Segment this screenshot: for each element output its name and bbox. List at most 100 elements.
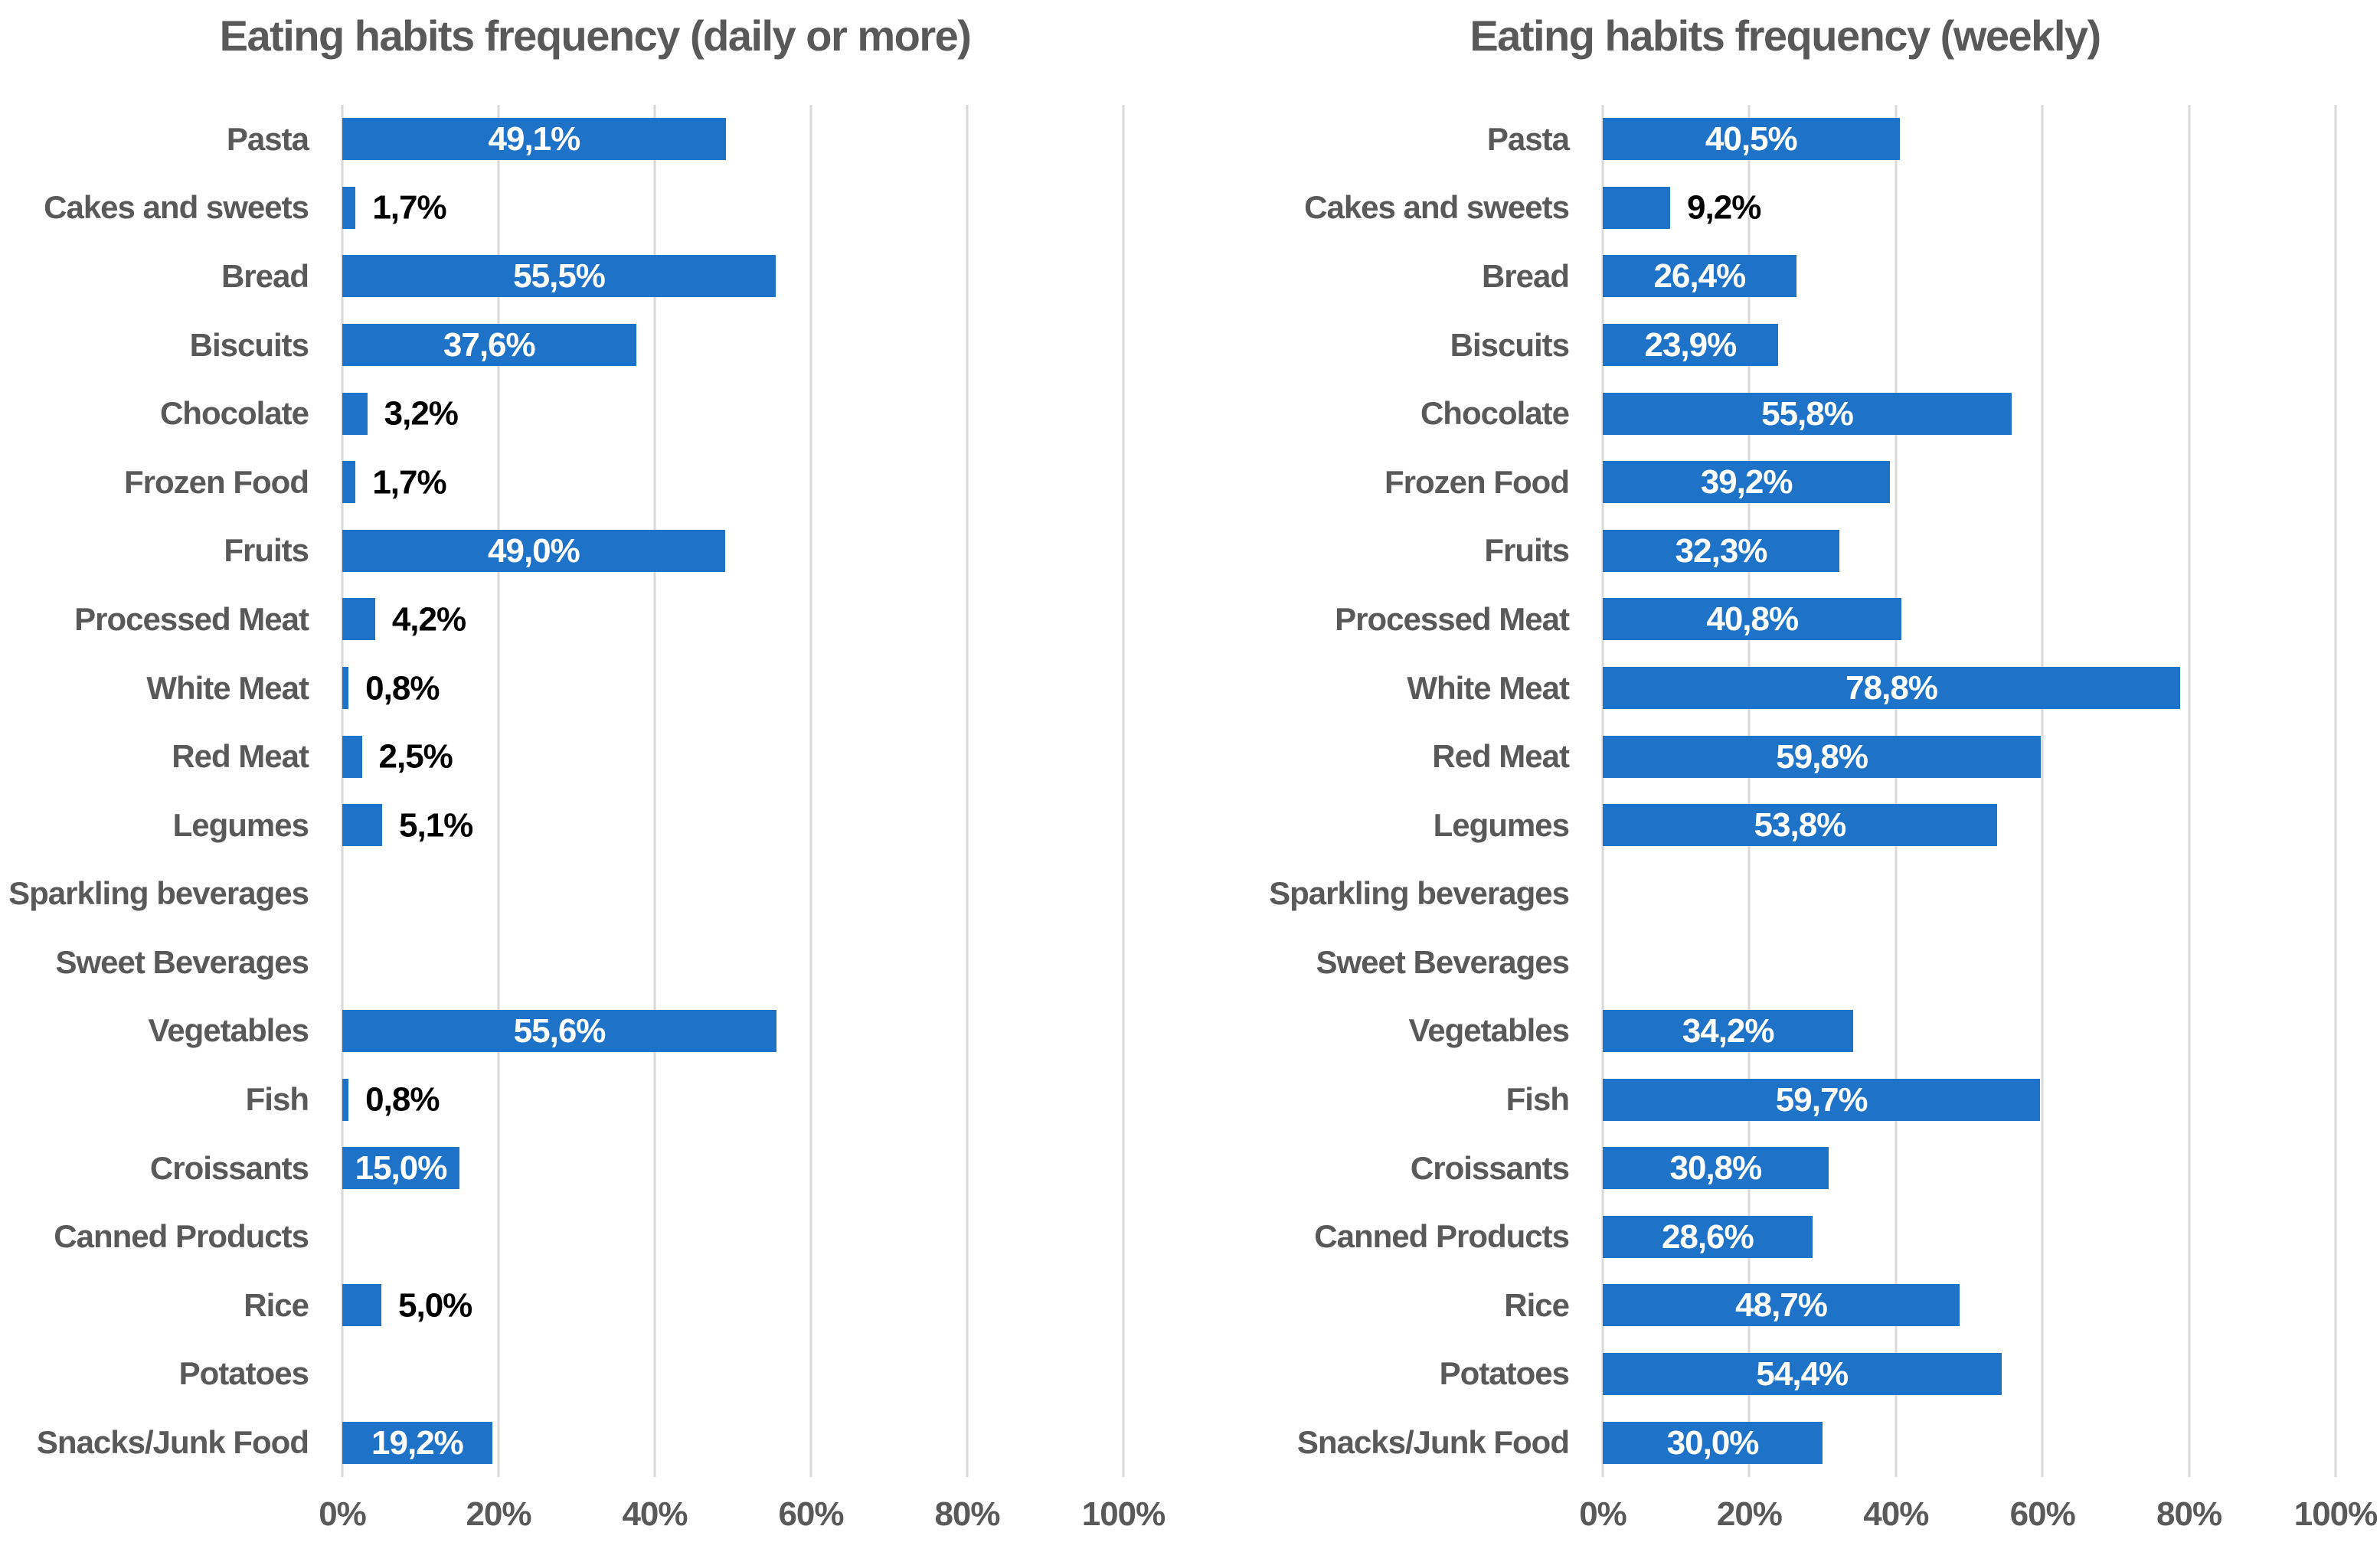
x-tick-label: 80% (934, 1495, 1000, 1533)
value-label: 59,8% (1776, 737, 1868, 776)
gridline (653, 105, 656, 1477)
bar-track: 48,7% (1603, 1271, 2336, 1340)
bar-track: 39,2% (1603, 448, 2336, 517)
x-tick-label: 0% (319, 1495, 367, 1533)
bar: 59,8% (1603, 735, 2042, 778)
bar: 55,5% (342, 255, 776, 298)
bar-row: Sparkling beverages (1190, 860, 2380, 929)
bar: 26,4% (1603, 255, 1796, 298)
bar-row: Potatoes (0, 1340, 1190, 1409)
bar: 55,8% (1603, 392, 2012, 435)
bar-row: Processed Meat 4,2% (0, 585, 1190, 654)
value-label: 39,2% (1700, 463, 1793, 502)
category-label: Potatoes (178, 1355, 309, 1392)
gridline (1601, 105, 1604, 1477)
chart-weekly: Eating habits frequency (weekly) Pasta 40… (1190, 0, 2380, 1552)
gridlines (341, 105, 1125, 1477)
bar-track: 26,4% (1603, 242, 2336, 311)
value-label: 3,2% (384, 394, 459, 433)
bar (342, 1284, 381, 1327)
value-label: 19,2% (371, 1423, 464, 1462)
value-label: 4,2% (391, 600, 466, 639)
bar-track: 9,2% (1603, 174, 2336, 243)
plot-area: Pasta 49,1% Cakes and sweets 1,7% Bread 55,5%… (0, 105, 1190, 1552)
value-label: 40,8% (1706, 600, 1799, 639)
bar: 37,6% (342, 324, 636, 367)
bar: 30,0% (1603, 1421, 1823, 1464)
category-label: Fish (1505, 1081, 1570, 1118)
category-label: White Meat (146, 669, 309, 706)
bar-track: 53,8% (1603, 791, 2336, 860)
bar-row: Bread 55,5% (0, 242, 1190, 311)
bar-row: Cakes and sweets 9,2% (1190, 174, 2380, 243)
gridlines (1601, 105, 2337, 1477)
bar-track: 23,9% (1603, 311, 2336, 380)
bar-track: 28,6% (1603, 1203, 2336, 1272)
x-axis: 0% 20% 40% 60% 80% 100% (1579, 1477, 2378, 1552)
bar-row: Potatoes 54,4% (1190, 1340, 2380, 1409)
category-label: Chocolate (1420, 395, 1570, 432)
bar (342, 735, 362, 778)
bar: 15,0% (342, 1147, 459, 1190)
category-label: Croissants (1410, 1149, 1570, 1186)
category-label: Potatoes (1439, 1355, 1570, 1392)
category-label: Canned Products (1314, 1218, 1570, 1255)
value-label: 55,8% (1761, 394, 1854, 433)
x-tick-label: 80% (2156, 1495, 2222, 1533)
bar-row: Croissants 30,8% (1190, 1134, 2380, 1203)
value-label: 40,5% (1705, 120, 1798, 158)
chart-title: Eating habits frequency (daily or more) (219, 11, 972, 60)
category-label: Snacks/Junk Food (1296, 1424, 1570, 1461)
value-label: 55,6% (513, 1012, 606, 1050)
gridline (2041, 105, 2044, 1477)
gridline (1747, 105, 1751, 1477)
value-label: 1,7% (372, 463, 446, 502)
bar-row: Frozen Food 39,2% (1190, 448, 2380, 517)
category-label: Legumes (172, 806, 309, 843)
category-label: Sparkling beverages (8, 875, 309, 912)
value-label: 55,5% (513, 257, 606, 296)
value-label: 37,6% (443, 326, 536, 364)
value-label: 78,8% (1845, 669, 1938, 707)
bar (1603, 186, 1671, 229)
bar (342, 598, 375, 641)
category-label: Fruits (224, 532, 309, 569)
x-tick-label: 60% (2009, 1495, 2076, 1533)
bar-row: White Meat 78,8% (1190, 654, 2380, 723)
bar-row: Red Meat 59,8% (1190, 722, 2380, 791)
bar-row: Chocolate 55,8% (1190, 379, 2380, 448)
bar: 39,2% (1603, 461, 1891, 504)
bar-track: 59,7% (1603, 1065, 2336, 1134)
bar-track: 19,2% (342, 1408, 1123, 1477)
gridline (2188, 105, 2191, 1477)
value-label: 1,7% (372, 188, 446, 227)
category-label: White Meat (1407, 669, 1570, 706)
category-label: Rice (244, 1286, 309, 1323)
bar-row: Cakes and sweets 1,7% (0, 174, 1190, 243)
bar-track: 49,1% (342, 105, 1123, 174)
bar-track: 1,7% (342, 174, 1123, 243)
bar-row: Fruits 32,3% (1190, 517, 2380, 586)
gridline (2334, 105, 2337, 1477)
category-label: Rice (1504, 1286, 1570, 1323)
bar-row: White Meat 0,8% (0, 654, 1190, 723)
bar-track: 32,3% (1603, 517, 2336, 586)
bar-row: Sparkling beverages (0, 860, 1190, 929)
bar-track: 54,4% (1603, 1340, 2336, 1409)
bar-track (342, 1340, 1123, 1409)
bar-row: Sweet Beverages (1190, 928, 2380, 997)
bar: 54,4% (1603, 1352, 2002, 1395)
category-label: Vegetables (1408, 1012, 1570, 1049)
bar: 53,8% (1603, 804, 1997, 847)
value-label: 5,1% (399, 806, 473, 845)
bar-track: 40,8% (1603, 585, 2336, 654)
bar-row: Pasta 49,1% (0, 105, 1190, 174)
bar-row: Frozen Food 1,7% (0, 448, 1190, 517)
chart-title: Eating habits frequency (weekly) (1470, 11, 2101, 60)
bar: 40,5% (1603, 118, 1900, 161)
x-tick-label: 20% (466, 1495, 531, 1533)
value-label: 49,1% (488, 120, 581, 158)
bar-row: Biscuits 37,6% (0, 311, 1190, 380)
category-label: Canned Products (54, 1218, 309, 1255)
